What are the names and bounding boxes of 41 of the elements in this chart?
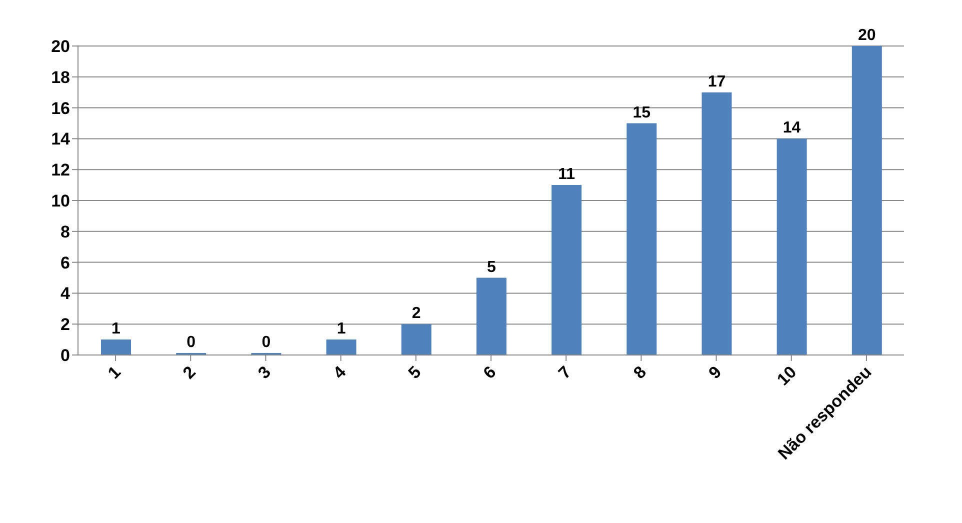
y-tick-label: 8	[60, 222, 70, 242]
bar	[476, 278, 506, 355]
x-tick-label: 7	[554, 362, 575, 383]
data-label: 14	[782, 120, 801, 137]
x-tick-label: 2	[179, 362, 200, 383]
data-label: 1	[336, 320, 346, 338]
data-label: 5	[487, 258, 496, 276]
y-tick-label: 18	[51, 68, 70, 87]
y-tick-label: 10	[51, 192, 70, 211]
x-tick-label: 6	[480, 362, 500, 383]
bar	[552, 185, 582, 355]
bar	[326, 340, 356, 355]
data-label: 0	[262, 334, 271, 351]
data-label: 2	[412, 305, 421, 322]
bar	[776, 138, 807, 355]
bar	[101, 340, 131, 355]
y-tick-label: 20	[51, 37, 70, 56]
y-tick-label: 12	[51, 160, 70, 180]
x-tick-label: 1	[104, 362, 124, 383]
x-tick-label: 5	[404, 362, 425, 383]
x-tick-label: 4	[330, 362, 350, 383]
data-label: 15	[632, 104, 651, 122]
bar	[626, 123, 657, 355]
data-label: 17	[708, 73, 726, 90]
y-tick-label: 16	[51, 98, 70, 118]
bar	[401, 324, 432, 355]
x-tick-label: 10	[773, 362, 800, 390]
y-tick-label: 4	[60, 284, 71, 304]
data-label: 1	[112, 320, 121, 338]
bar	[702, 92, 732, 355]
x-tick-label: 9	[704, 362, 726, 383]
data-label: 20	[858, 27, 876, 44]
y-tick-label: 6	[60, 253, 70, 272]
y-tick-label: 0	[60, 346, 70, 366]
y-tick-label: 2	[60, 315, 70, 334]
data-label: 11	[558, 166, 576, 184]
x-tick-label: 3	[254, 362, 275, 383]
data-label: 0	[186, 334, 196, 351]
bar	[852, 46, 882, 355]
x-tick-label: 8	[630, 362, 650, 383]
y-tick-label: 14	[51, 130, 71, 149]
